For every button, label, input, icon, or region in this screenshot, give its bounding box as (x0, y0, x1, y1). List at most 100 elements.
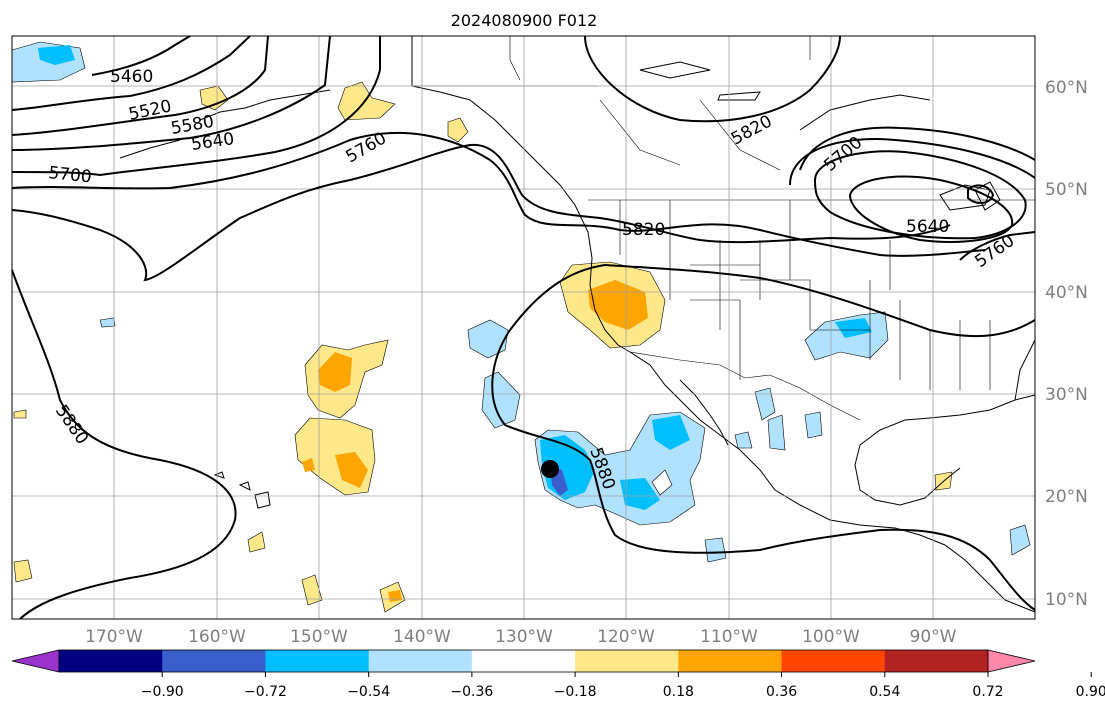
colorbar-segment (162, 650, 266, 672)
contour-ring4 (848, 175, 1014, 243)
shade-pos-california-core (588, 280, 648, 330)
colorbar-segment (678, 650, 783, 672)
lon-label: 100°W (802, 627, 860, 647)
storm-center-marker (541, 460, 559, 478)
shade-neg-offshore1 (467, 319, 509, 359)
lon-label: 150°W (290, 627, 348, 647)
island-hawaii3 (254, 491, 271, 509)
contour-5760-east (959, 231, 1036, 261)
colorbar-tick-label: −0.72 (244, 684, 287, 700)
shade-neg-epac-core2 (652, 415, 690, 450)
contour-5580 (11, 35, 269, 136)
coastline-gulf-south (854, 444, 961, 506)
shade-neg-small2 (704, 537, 727, 563)
coastline-baja (679, 379, 729, 446)
shade-neg-mex3 (804, 411, 823, 439)
colorbar-segment (265, 650, 370, 672)
shade-neg-nw-core (38, 45, 75, 65)
colorbar-tick-label: 0.72 (972, 684, 1003, 700)
coastline-na-west (411, 36, 1036, 613)
coastlines (119, 36, 1036, 613)
shade-pos-small1 (247, 531, 266, 553)
colorbar-extend-high (987, 649, 1036, 673)
lon-label: 140°W (393, 627, 451, 647)
contour-5640 (11, 35, 331, 151)
colorbar-tick-label: 0.90 (1076, 684, 1105, 700)
contour-label: 5700 (47, 163, 92, 187)
shade-pos-small3-core (388, 590, 402, 602)
contour-label: 5460 (110, 67, 153, 87)
contour-5700 (11, 36, 381, 177)
lon-label: 160°W (188, 627, 246, 647)
colorbar-tick-label: −0.18 (554, 684, 597, 700)
shade-hole (651, 469, 673, 496)
shade-pos-small4 (13, 559, 33, 583)
shade-neg-epac-core3 (620, 478, 660, 510)
canada-borders (509, 36, 811, 171)
shade-neg-mex2 (767, 414, 786, 451)
lon-label: 120°W (597, 627, 655, 647)
lat-label: 30°N (1045, 385, 1088, 405)
lat-label: 60°N (1045, 78, 1088, 98)
island-arctic2 (717, 91, 761, 101)
shade-neg-mex4 (734, 431, 753, 449)
longitude-labels: 170°W 160°W 150°W 140°W 130°W 120°W 110°… (85, 627, 957, 647)
contour-5760 (11, 131, 986, 257)
shade-pos-cpac2-core2 (302, 458, 315, 472)
shade-pos-small2 (301, 574, 323, 606)
latitude-labels: 60°N 50°N 40°N 30°N 20°N 10°N (1045, 78, 1088, 610)
colorbar-tick-label: −0.90 (141, 684, 184, 700)
lat-label: 40°N (1045, 283, 1088, 303)
contour-ring1 (799, 126, 1036, 171)
colorbar-segment (471, 650, 576, 672)
colorbar: −0.90 −0.72 −0.54 −0.36 −0.18 0.18 0.36 0.54 0.7… (11, 649, 1105, 700)
figure-title: 2024080900 F012 (451, 11, 598, 30)
colorbar-tick-label: 0.18 (663, 684, 694, 700)
contour-label: 5640 (906, 217, 949, 237)
lon-label: 110°W (700, 627, 758, 647)
colorbar-border (58, 649, 989, 673)
lat-label: 10°N (1045, 590, 1088, 610)
shade-pos-goa2 (447, 117, 469, 143)
island-hawaii2 (238, 481, 251, 491)
shade-neg-carib (1009, 524, 1031, 556)
colorbar-tick-label: −0.54 (347, 684, 390, 700)
contour-5460 (91, 35, 191, 76)
lon-label: 170°W (85, 627, 143, 647)
shade-pos-cpac2-core (335, 452, 368, 488)
contour-5820b (584, 35, 841, 123)
shade-pos-aleut (199, 85, 229, 111)
shade-pos-small6 (13, 409, 27, 419)
colorbar-tick-label: 0.54 (869, 684, 900, 700)
graticule (12, 36, 1035, 619)
lat-label: 50°N (1045, 180, 1088, 200)
colorbar-segment (575, 650, 679, 672)
colorbar-segment (59, 650, 163, 672)
colorbar-tick-label: 0.36 (766, 684, 797, 700)
border-us-mexico (629, 351, 861, 421)
contour-5880a (11, 269, 237, 620)
island-arctic1 (639, 61, 711, 79)
lake-superior (939, 184, 991, 211)
height-contours (11, 35, 1036, 620)
map-frame (11, 35, 1036, 620)
shade-neg-plains-core (835, 318, 872, 338)
contour-ring2 (789, 138, 1036, 186)
island-hawaii1 (213, 471, 225, 479)
lon-label: 90°W (910, 627, 957, 647)
anomaly-shading (11, 41, 1031, 613)
colorbar-segment (884, 650, 989, 672)
contour-5880b (491, 264, 1036, 611)
coastline-aleutians (119, 139, 181, 159)
shade-pos-goa (337, 81, 396, 121)
lon-label: 130°W (495, 627, 553, 647)
shade-neg-small1 (99, 317, 116, 328)
colorbar-extend-low (11, 649, 60, 673)
lat-label: 20°N (1045, 487, 1088, 507)
colorbar-segment (368, 650, 473, 672)
coastline-florida (1014, 339, 1036, 401)
colorbar-segment (781, 650, 886, 672)
coastline-gulf (859, 394, 1036, 446)
contour-ring3 (813, 150, 1027, 240)
